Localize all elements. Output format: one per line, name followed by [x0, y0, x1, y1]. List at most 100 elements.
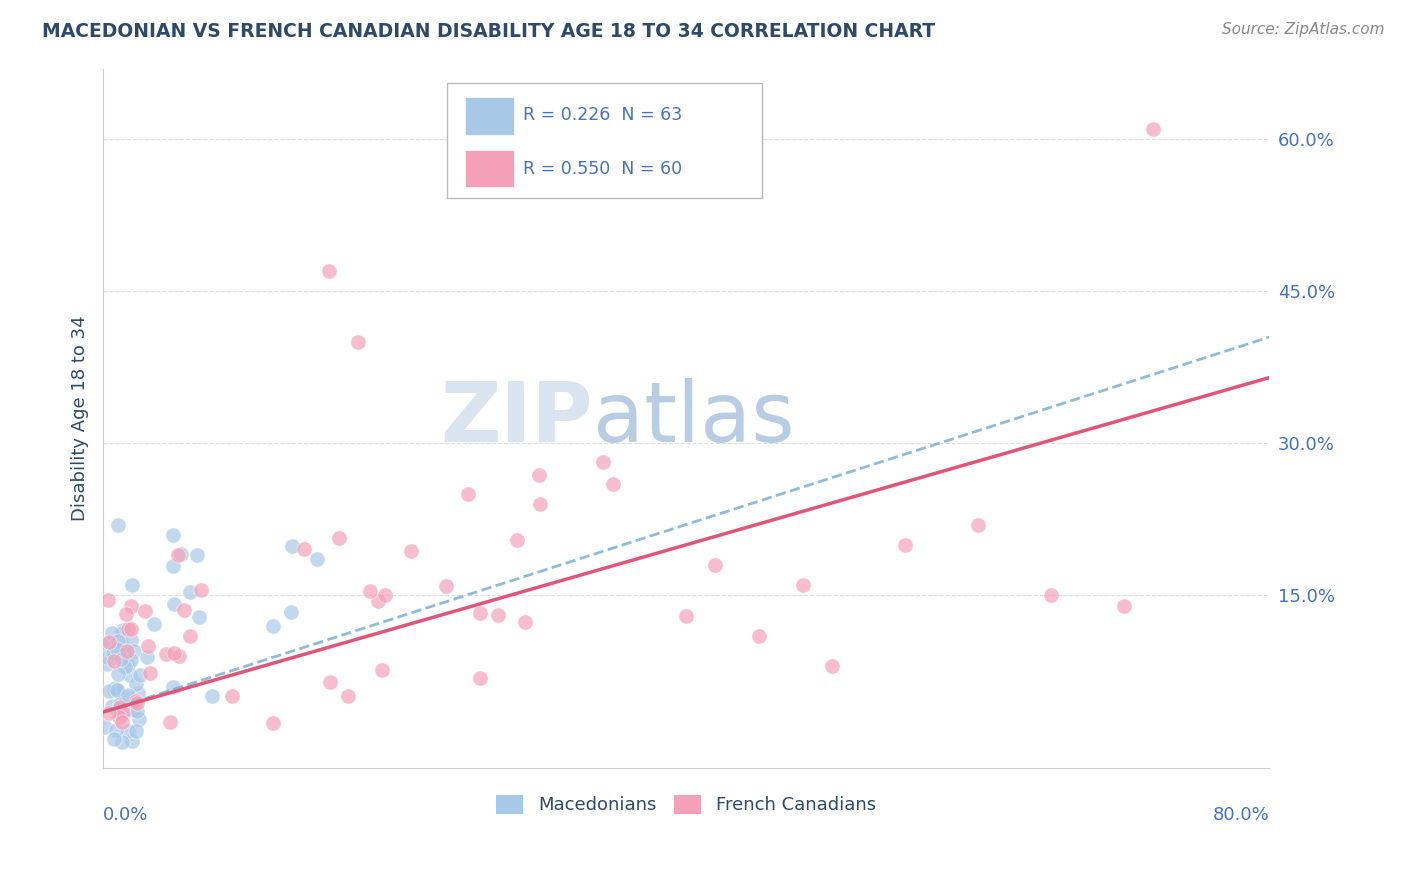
- Point: [179, 629, 201, 643]
- Text: R = 0.550  N = 60: R = 0.550 N = 60: [523, 160, 682, 178]
- Point: [127, 686, 149, 700]
- Point: [367, 594, 389, 608]
- Point: [262, 716, 284, 731]
- Point: [121, 734, 143, 748]
- Point: [468, 671, 491, 685]
- Point: [166, 548, 188, 562]
- Point: [101, 646, 124, 660]
- Point: [112, 643, 135, 657]
- Point: [821, 659, 844, 673]
- Point: [1142, 122, 1164, 136]
- Point: [374, 588, 396, 602]
- Point: [170, 547, 193, 561]
- Text: ZIP: ZIP: [440, 377, 593, 458]
- Point: [111, 646, 134, 660]
- Point: [108, 703, 131, 717]
- Point: [103, 731, 125, 746]
- Point: [139, 665, 162, 680]
- Point: [162, 558, 184, 573]
- Point: [117, 643, 139, 657]
- Point: [103, 654, 125, 668]
- Point: [125, 677, 148, 691]
- Point: [359, 584, 381, 599]
- Point: [114, 690, 136, 704]
- Point: [117, 689, 139, 703]
- Point: [280, 605, 302, 619]
- Point: [748, 629, 770, 643]
- Point: [704, 558, 727, 572]
- Point: [167, 648, 190, 663]
- Point: [120, 622, 142, 636]
- Point: [103, 683, 125, 698]
- Point: [318, 264, 340, 278]
- Point: [307, 551, 329, 566]
- Point: [98, 635, 121, 649]
- Y-axis label: Disability Age 18 to 34: Disability Age 18 to 34: [72, 315, 89, 521]
- Point: [281, 539, 304, 553]
- Point: [505, 533, 527, 547]
- Point: [110, 701, 132, 715]
- Point: [434, 579, 457, 593]
- Point: [121, 578, 143, 592]
- Point: [121, 703, 143, 717]
- Point: [96, 637, 118, 651]
- Point: [110, 697, 132, 711]
- Point: [111, 735, 134, 749]
- Point: [111, 638, 134, 652]
- Point: [155, 647, 177, 661]
- Point: [515, 615, 537, 629]
- Text: 0.0%: 0.0%: [103, 806, 149, 824]
- Point: [107, 634, 129, 648]
- Point: [162, 527, 184, 541]
- Point: [138, 639, 160, 653]
- Point: [112, 623, 135, 637]
- Point: [292, 541, 315, 556]
- FancyBboxPatch shape: [464, 150, 513, 187]
- Point: [121, 653, 143, 667]
- Point: [110, 652, 132, 666]
- Point: [96, 650, 118, 665]
- Point: [966, 517, 988, 532]
- Point: [127, 704, 149, 718]
- Point: [186, 549, 208, 563]
- Point: [143, 617, 166, 632]
- Point: [117, 622, 139, 636]
- Point: [1039, 589, 1062, 603]
- Point: [188, 610, 211, 624]
- Point: [457, 487, 479, 501]
- Point: [100, 626, 122, 640]
- Point: [125, 723, 148, 738]
- Point: [529, 497, 551, 511]
- Point: [173, 603, 195, 617]
- Point: [399, 544, 422, 558]
- Point: [111, 706, 134, 720]
- Point: [201, 689, 224, 703]
- Text: MACEDONIAN VS FRENCH CANADIAN DISABILITY AGE 18 TO 34 CORRELATION CHART: MACEDONIAN VS FRENCH CANADIAN DISABILITY…: [42, 22, 935, 41]
- Point: [125, 694, 148, 708]
- Point: [179, 585, 201, 599]
- Point: [110, 643, 132, 657]
- Point: [108, 710, 131, 724]
- Point: [118, 668, 141, 682]
- Point: [336, 689, 359, 703]
- Point: [107, 517, 129, 532]
- Point: [107, 667, 129, 681]
- Point: [163, 646, 186, 660]
- Point: [319, 675, 342, 690]
- Point: [111, 625, 134, 640]
- Point: [104, 723, 127, 737]
- Point: [190, 583, 212, 598]
- Point: [894, 538, 917, 552]
- Text: atlas: atlas: [593, 377, 794, 458]
- Point: [262, 619, 284, 633]
- Point: [125, 696, 148, 710]
- Point: [114, 660, 136, 674]
- Point: [111, 714, 134, 729]
- Text: R = 0.226  N = 63: R = 0.226 N = 63: [523, 106, 682, 124]
- Point: [370, 663, 392, 677]
- Point: [98, 684, 121, 698]
- Point: [221, 690, 243, 704]
- Point: [105, 682, 128, 697]
- Point: [128, 712, 150, 726]
- FancyBboxPatch shape: [447, 82, 762, 198]
